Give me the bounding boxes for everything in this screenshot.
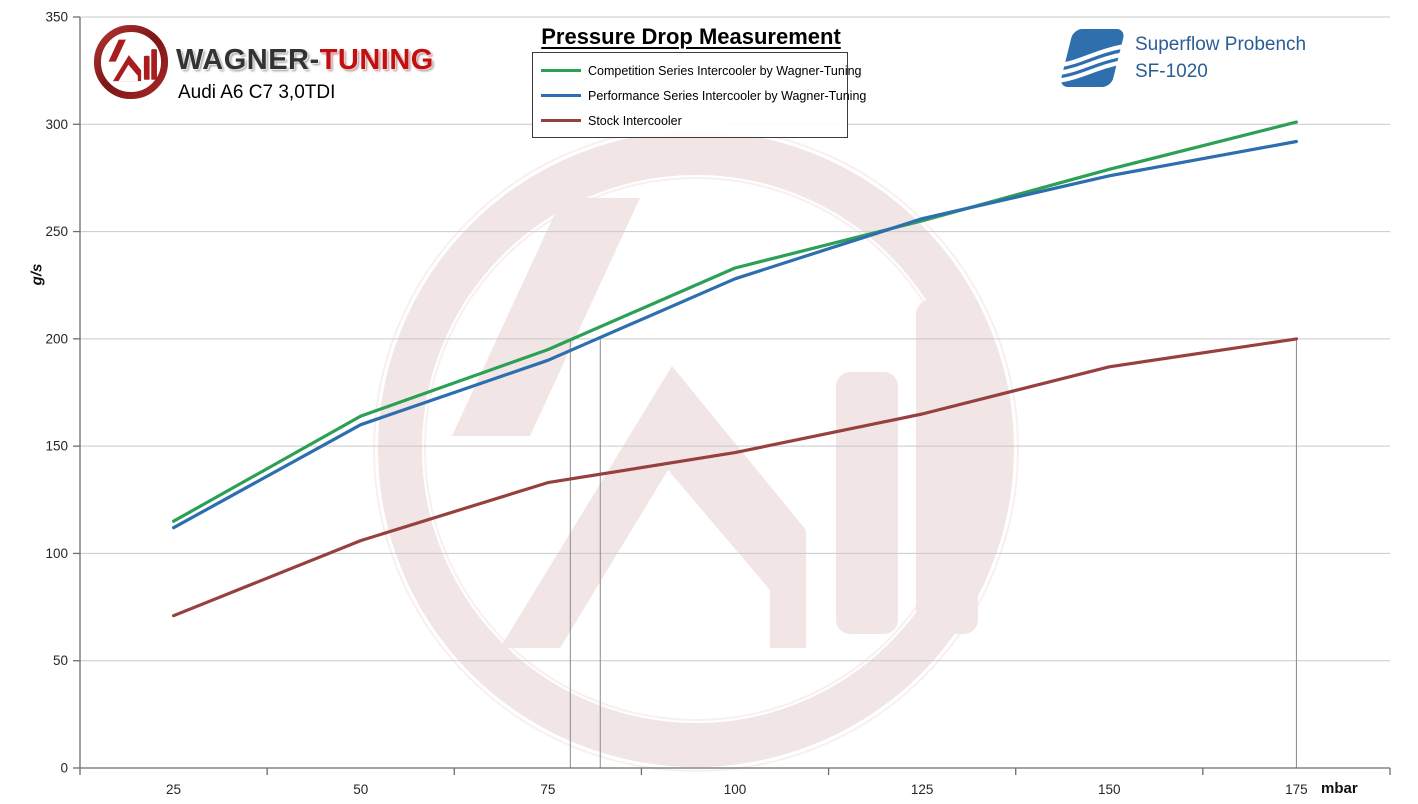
x-tick-label: 100 bbox=[724, 782, 747, 797]
legend-item-performance: Performance Series Intercooler by Wagner… bbox=[541, 83, 866, 108]
series-line-performance bbox=[172, 139, 1299, 530]
y-tick-label: 250 bbox=[45, 224, 68, 239]
y-tick-label: 0 bbox=[60, 761, 68, 776]
x-tick-label: 175 bbox=[1285, 782, 1308, 797]
legend-label: Stock Intercooler bbox=[588, 113, 682, 128]
legend-label: Performance Series Intercooler by Wagner… bbox=[588, 88, 867, 103]
y-tick-label: 200 bbox=[45, 331, 68, 346]
series-line-stock bbox=[172, 337, 1299, 618]
y-tick-label: 350 bbox=[45, 10, 68, 25]
y-tick-label: 100 bbox=[45, 546, 68, 561]
bench-model: SF-1020 bbox=[1135, 61, 1208, 82]
wagner-tuning-logo-icon bbox=[93, 24, 169, 100]
x-tick-label: 75 bbox=[540, 782, 555, 797]
x-tick-label: 125 bbox=[911, 782, 934, 797]
y-tick-label: 300 bbox=[45, 117, 68, 132]
legend-label: Competition Series Intercooler by Wagner… bbox=[588, 63, 862, 78]
wagner-watermark bbox=[373, 126, 1019, 772]
competition-line-swatch bbox=[541, 69, 581, 72]
vehicle-label: Audi A6 C7 3,0TDI bbox=[178, 82, 336, 103]
legend-item-stock: Stock Intercooler bbox=[541, 108, 843, 133]
superflow-logo-icon bbox=[1058, 29, 1126, 87]
series-line-competition bbox=[172, 120, 1299, 523]
bench-name: Superflow Probench bbox=[1135, 34, 1307, 55]
legend-item-competition: Competition Series Intercooler by Wagner… bbox=[541, 58, 862, 83]
stock-line-swatch bbox=[541, 119, 581, 122]
y-tick-label: 150 bbox=[45, 439, 68, 454]
bench-label: Superflow Probench SF-1020 bbox=[1135, 31, 1306, 85]
performance-line-swatch bbox=[541, 94, 581, 97]
brand-title: WAGNER-TUNING bbox=[176, 44, 434, 77]
x-axis-unit-label: mbar bbox=[1321, 780, 1358, 797]
brand-wagner: WAGNER- bbox=[176, 44, 320, 76]
x-tick-label: 50 bbox=[353, 782, 368, 797]
x-tick-label: 25 bbox=[166, 782, 181, 797]
brand-tuning: TUNING bbox=[319, 44, 434, 76]
y-tick-label: 50 bbox=[53, 653, 68, 668]
x-tick-label: 150 bbox=[1098, 782, 1121, 797]
chart-title: Pressure Drop Measurement bbox=[541, 24, 841, 49]
chart-legend: Competition Series Intercooler by Wagner… bbox=[532, 52, 866, 138]
y-axis-unit-label: g/s bbox=[28, 263, 46, 286]
